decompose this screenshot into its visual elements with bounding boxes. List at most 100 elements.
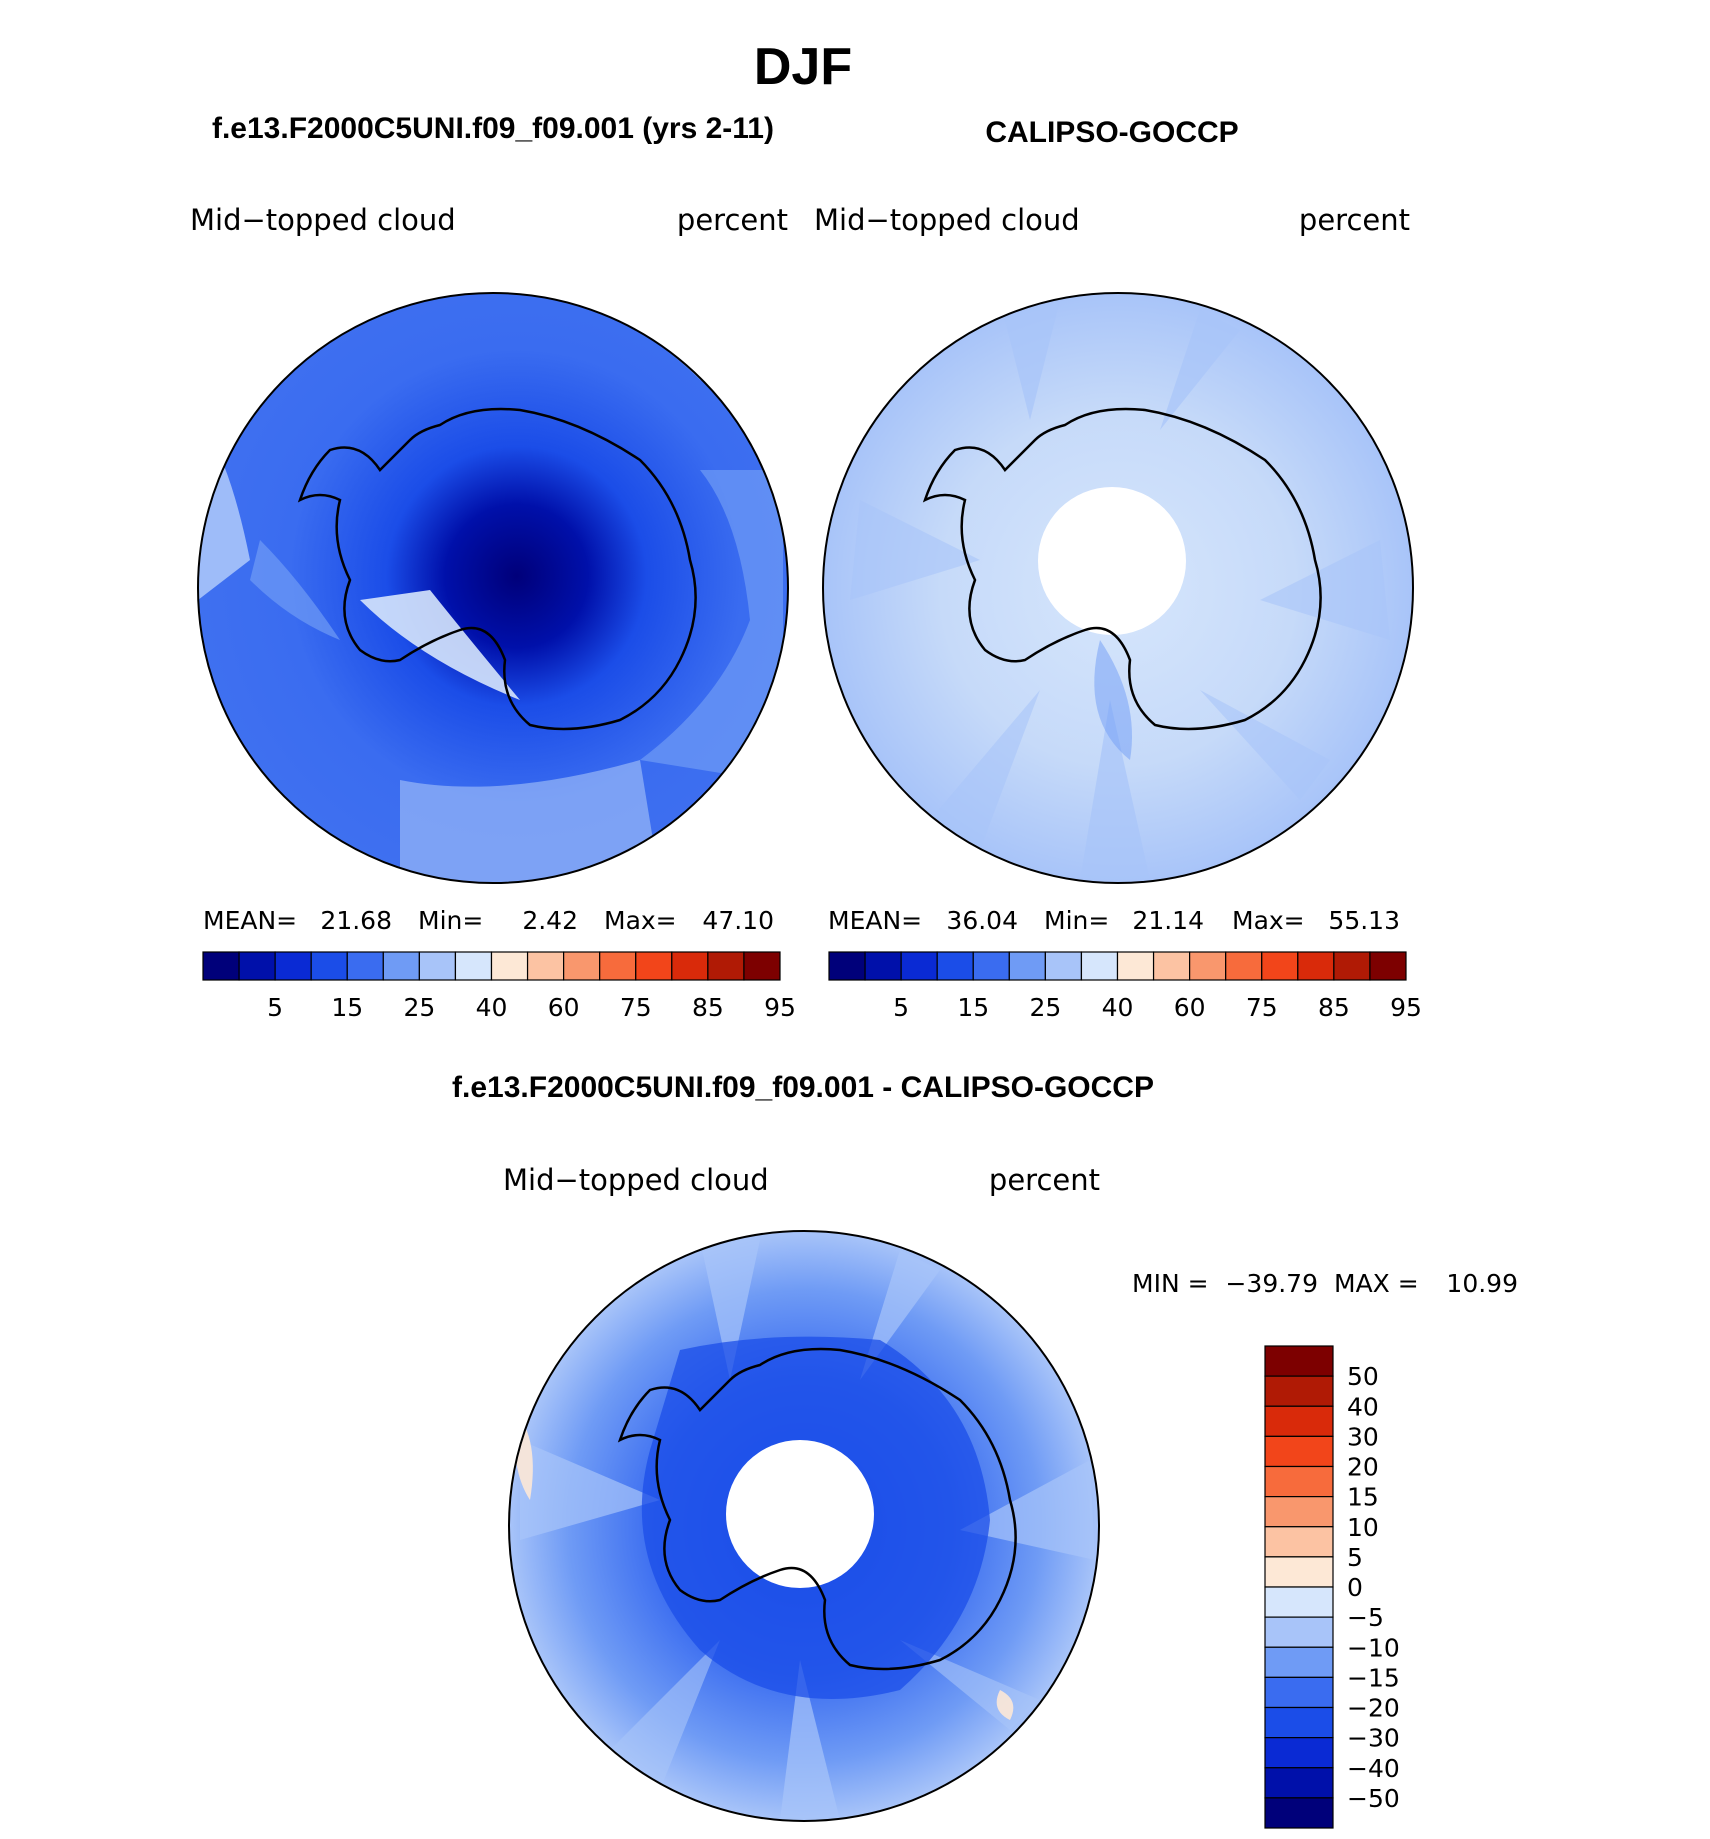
colorbar-swatch (454, 951, 493, 981)
colorbar-swatch (1008, 951, 1046, 981)
model-colorbar (202, 951, 781, 981)
diff-variable-label: Mid−topped cloud (503, 1163, 769, 1197)
colorbar-swatch (202, 951, 240, 981)
colorbar-tick-label: −50 (1347, 1784, 1400, 1813)
obs-map (822, 292, 1414, 884)
colorbar-swatch (671, 951, 709, 981)
colorbar-tick-label: 20 (1347, 1453, 1379, 1482)
colorbar-swatch (238, 951, 276, 981)
obs-max-value: 55.13 (1328, 906, 1400, 935)
obs-missing-data-hole (1038, 487, 1186, 635)
diff-min-value: −39.79 (1225, 1269, 1318, 1298)
colorbar-swatch (828, 951, 866, 981)
colorbar-swatch (1264, 1586, 1334, 1618)
diff-map (508, 1230, 1100, 1822)
colorbar-swatch (1333, 951, 1371, 981)
colorbar-swatch (1261, 951, 1299, 981)
colorbar-swatch (599, 951, 637, 981)
colorbar-tick-label: 15 (1347, 1483, 1379, 1512)
colorbar-tick-label: 5 (893, 993, 909, 1022)
colorbar-swatch (1264, 1496, 1334, 1528)
obs-coastline (922, 407, 1322, 731)
obs-mean-value: 36.04 (946, 906, 1018, 935)
diff-coastline (617, 1347, 1017, 1671)
model-variable-label: Mid−topped cloud (190, 203, 456, 237)
colorbar-swatch (1297, 951, 1335, 981)
colorbar-tick-label: 95 (764, 993, 796, 1022)
obs-max-label: Max= (1232, 906, 1305, 935)
colorbar-tick-label: 25 (403, 993, 435, 1022)
colorbar-tick-label: 25 (1029, 993, 1061, 1022)
colorbar-tick-label: 85 (692, 993, 724, 1022)
colorbar-swatch (274, 951, 312, 981)
model-max-label: Max= (604, 906, 677, 935)
model-min-value: 2.42 (522, 906, 578, 935)
diff-max-label: MAX = (1334, 1269, 1419, 1298)
colorbar-swatch (1264, 1556, 1334, 1588)
diff-panel-title: f.e13.F2000C5UNI.f09_f09.001 - CALIPSO-G… (452, 1071, 1154, 1104)
colorbar-tick-label: 60 (548, 993, 580, 1022)
colorbar-swatch (346, 951, 384, 981)
colorbar-swatch (743, 951, 781, 981)
diff-units-label: percent (989, 1163, 1100, 1197)
colorbar-swatch (900, 951, 938, 981)
model-coastline (297, 407, 697, 731)
colorbar-swatch (864, 951, 902, 981)
model-units-label: percent (677, 203, 788, 237)
colorbar-tick-label: −40 (1347, 1754, 1400, 1783)
colorbar-swatch (972, 951, 1010, 981)
colorbar-tick-label: 95 (1390, 993, 1422, 1022)
colorbar-tick-label: 15 (957, 993, 989, 1022)
obs-min-label: Min= (1044, 906, 1109, 935)
colorbar-tick-label: 60 (1174, 993, 1206, 1022)
model-mean-value: 21.68 (320, 906, 392, 935)
colorbar-swatch (1264, 1676, 1334, 1709)
colorbar-swatch (1264, 1465, 1334, 1498)
colorbar-tick-label: 5 (267, 993, 283, 1022)
colorbar-swatch (526, 951, 565, 981)
model-min-label: Min= (418, 906, 483, 935)
colorbar-swatch (1264, 1706, 1334, 1739)
obs-mean-label: MEAN= (828, 906, 922, 935)
colorbar-swatch (1264, 1526, 1334, 1558)
colorbar-tick-label: 75 (1246, 993, 1278, 1022)
model-panel-title: f.e13.F2000C5UNI.f09_f09.001 (yrs 2-11) (212, 112, 774, 145)
colorbar-tick-label: 30 (1347, 1422, 1379, 1451)
colorbar-swatch (1264, 1375, 1334, 1407)
obs-units-label: percent (1299, 203, 1410, 237)
colorbar-tick-label: −5 (1347, 1603, 1384, 1632)
obs-variable-label: Mid−topped cloud (814, 203, 1080, 237)
colorbar-swatch (1264, 1646, 1334, 1678)
colorbar-tick-label: −20 (1347, 1694, 1400, 1723)
colorbar-swatch (1264, 1435, 1334, 1468)
colorbar-swatch (1044, 951, 1083, 981)
diff-missing-data-hole (726, 1440, 874, 1588)
colorbar-tick-label: 0 (1347, 1573, 1363, 1602)
colorbar-tick-label: 40 (1347, 1392, 1379, 1421)
colorbar-swatch (1189, 951, 1227, 981)
colorbar-swatch (382, 951, 420, 981)
obs-panel-title: CALIPSO-GOCCP (985, 116, 1238, 149)
colorbar-swatch (490, 951, 529, 981)
colorbar-swatch (635, 951, 673, 981)
colorbar-swatch (1264, 1616, 1334, 1648)
colorbar-swatch (1369, 951, 1407, 981)
colorbar-swatch (563, 951, 601, 981)
colorbar-swatch (936, 951, 974, 981)
colorbar-swatch (418, 951, 457, 981)
colorbar-swatch (1264, 1737, 1334, 1769)
colorbar-tick-label: 85 (1318, 993, 1350, 1022)
model-map (197, 292, 789, 884)
colorbar-tick-label: 15 (331, 993, 363, 1022)
model-colorbar-ticks: 5 15 25 40 60 75 85 95 (267, 993, 796, 1022)
colorbar-tick-label: 75 (620, 993, 652, 1022)
model-max-value: 47.10 (702, 906, 774, 935)
colorbar-swatch (1225, 951, 1263, 981)
colorbar-swatch (1264, 1345, 1334, 1377)
colorbar-tick-label: −15 (1347, 1663, 1400, 1692)
diff-max-value: 10.99 (1446, 1269, 1518, 1298)
colorbar-swatch (1080, 951, 1119, 981)
colorbar-swatch (1264, 1797, 1334, 1829)
